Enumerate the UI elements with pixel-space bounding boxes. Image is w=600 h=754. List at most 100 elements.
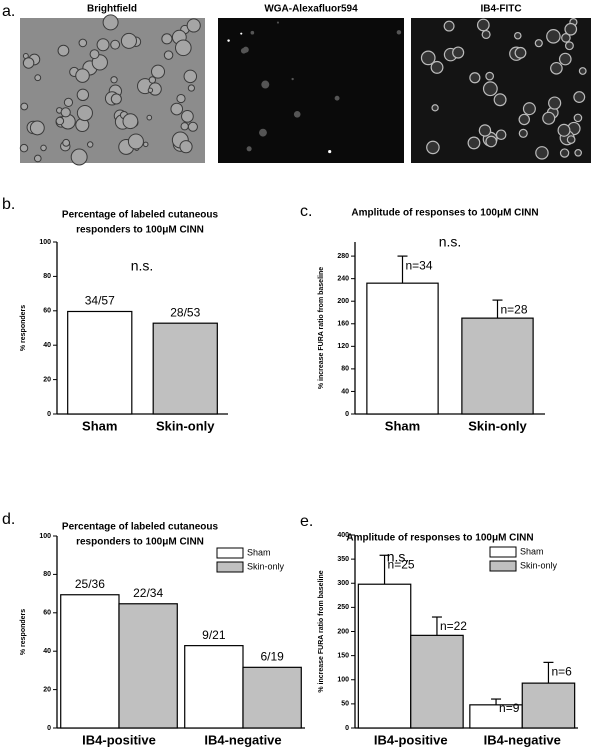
cell xyxy=(467,136,481,150)
cell xyxy=(396,30,402,35)
cell xyxy=(259,128,267,137)
cell xyxy=(181,109,194,123)
y-tick-label: 160 xyxy=(337,321,349,328)
cell xyxy=(240,32,243,35)
cell xyxy=(120,32,137,49)
cell xyxy=(485,71,494,81)
legend-swatch xyxy=(489,560,517,572)
cell xyxy=(564,41,574,51)
cell xyxy=(34,74,42,82)
x-tick-label: IB4-positive xyxy=(374,732,448,747)
cell xyxy=(110,39,121,50)
cell xyxy=(89,49,100,60)
cell xyxy=(186,18,201,33)
cell xyxy=(548,96,562,110)
cell xyxy=(96,38,110,52)
image-title: Brightfield xyxy=(87,4,137,15)
y-tick-label: 80 xyxy=(43,571,51,578)
bar xyxy=(410,634,464,729)
cell xyxy=(478,124,492,137)
y-tick-label: 400 xyxy=(337,532,349,539)
bar-label: n=9 xyxy=(499,701,520,715)
x-tick-label: Skin-only xyxy=(156,418,215,433)
legend-label: Skin-only xyxy=(520,560,558,570)
legend-label: Sham xyxy=(520,546,544,556)
cell xyxy=(522,102,536,116)
bar xyxy=(357,583,412,729)
cell xyxy=(33,154,42,163)
y-tick-label: 0 xyxy=(345,411,349,418)
bar-label: 9/21 xyxy=(202,628,226,642)
cell xyxy=(276,21,279,24)
cell xyxy=(443,20,455,32)
y-tick-label: 0 xyxy=(47,725,51,732)
cell xyxy=(514,46,527,59)
cell xyxy=(293,110,301,118)
image-title: WGA-Alexafluor594 xyxy=(264,4,358,15)
y-axis-label: % increase FURA ratio from baseline xyxy=(318,267,325,389)
cell xyxy=(86,141,94,148)
cell xyxy=(485,135,498,148)
cell xyxy=(174,39,192,57)
bar xyxy=(242,666,302,729)
y-tick-label: 200 xyxy=(337,628,349,635)
bar xyxy=(118,603,178,729)
cell xyxy=(513,31,522,40)
y-axis-label: % responders xyxy=(20,305,27,351)
bar xyxy=(67,310,133,415)
cell xyxy=(578,67,587,75)
wga-image xyxy=(218,18,404,163)
bar xyxy=(60,594,120,729)
bar xyxy=(461,317,534,415)
cell xyxy=(261,80,270,89)
bar-label: 25/36 xyxy=(75,577,105,591)
cell xyxy=(291,77,294,81)
x-tick-label: Sham xyxy=(82,418,117,433)
cell xyxy=(110,76,118,84)
cell xyxy=(452,46,465,59)
cell xyxy=(550,61,563,75)
cell xyxy=(481,29,491,40)
chart-title: Percentage of labeled cutaneous xyxy=(62,522,219,533)
cell xyxy=(19,143,29,153)
panel-label: d. xyxy=(2,511,15,528)
cell xyxy=(78,38,88,48)
cell xyxy=(176,93,186,104)
x-tick-label: Skin-only xyxy=(468,418,527,433)
cell xyxy=(573,91,586,104)
cell xyxy=(250,30,255,35)
cell xyxy=(328,149,332,154)
cell xyxy=(469,72,481,84)
y-tick-label: 80 xyxy=(43,273,51,280)
chart-title: responders to 100μM CINN xyxy=(76,537,204,548)
cell xyxy=(110,93,122,105)
panel-label: c. xyxy=(300,203,312,220)
cell xyxy=(187,84,196,92)
y-axis-label: % responders xyxy=(20,609,27,655)
cell xyxy=(63,97,74,108)
cell xyxy=(430,60,444,74)
y-tick-label: 100 xyxy=(39,239,51,246)
y-tick-label: 240 xyxy=(337,275,349,282)
y-tick-label: 300 xyxy=(337,580,349,587)
cell xyxy=(546,29,561,44)
y-tick-label: 250 xyxy=(337,604,349,611)
x-tick-label: IB4-negative xyxy=(484,732,561,747)
cell xyxy=(29,120,45,136)
y-axis-label: % increase FURA ratio from baseline xyxy=(318,570,325,692)
cell xyxy=(518,113,530,126)
cell xyxy=(151,64,166,79)
cell xyxy=(76,88,90,102)
cell xyxy=(482,81,498,97)
y-tick-label: 100 xyxy=(39,533,51,540)
cell xyxy=(518,128,528,138)
panel-label: e. xyxy=(300,513,313,530)
cell xyxy=(70,148,88,166)
cell xyxy=(75,68,90,83)
cell xyxy=(564,22,578,36)
cell xyxy=(240,47,247,54)
y-tick-label: 80 xyxy=(341,366,349,373)
y-tick-label: 20 xyxy=(43,376,51,383)
cell xyxy=(148,76,157,84)
